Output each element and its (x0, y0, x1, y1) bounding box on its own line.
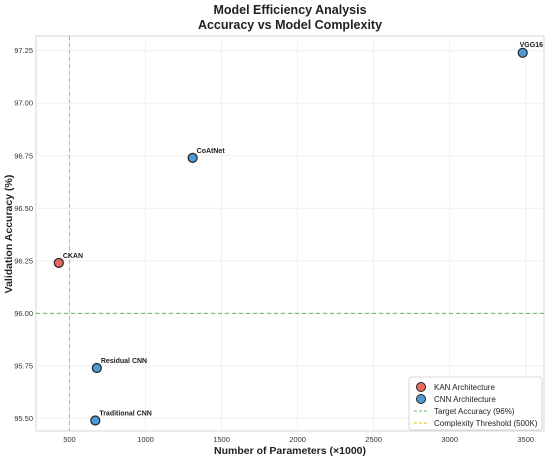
x-tick-label: 500 (63, 435, 76, 444)
data-points: CKAN VGG16 CoAtNet Residual CNN Traditional … (53, 42, 543, 426)
data-point (91, 362, 102, 374)
legend-kan-label: KAN Architecture (434, 383, 495, 392)
x-tick-label: 2000 (289, 435, 306, 444)
data-point (187, 152, 198, 163)
point-label: Residual CNN (101, 358, 147, 365)
x-tick-label: 1500 (213, 435, 230, 444)
legend-threshold-label: Complexity Threshold (500K) (434, 419, 538, 428)
chart-title: Model Efficiency Analysis (213, 3, 366, 17)
y-tick-label: 97.25 (14, 46, 33, 55)
y-tick-label: 96.25 (14, 256, 33, 265)
x-tick-label: 2500 (365, 435, 382, 444)
legend-cnn-marker (416, 394, 426, 404)
data-point (90, 415, 101, 426)
x-axis-label: Number of Parameters (×1000) (214, 445, 366, 457)
y-tick-label: 96.50 (14, 204, 33, 213)
chart-subtitle: Accuracy vs Model Complexity (198, 18, 382, 32)
legend-kan-marker (416, 382, 426, 392)
legend-target-label: Target Accuracy (96%) (434, 407, 515, 416)
point-label: VGG16 (520, 42, 543, 49)
y-tick-label: 97.00 (14, 99, 33, 108)
y-axis-ticks: 95.50 95.75 96.00 96.25 96.50 96.75 97.00 97.25 (14, 46, 33, 423)
plot-area (35, 35, 545, 432)
y-tick-label: 95.75 (14, 361, 33, 370)
y-tick-label: 96.00 (14, 309, 33, 318)
x-axis-ticks: 500 1000 1500 2000 2500 3000 3500 (63, 435, 534, 444)
legend-cnn-label: CNN Architecture (434, 395, 496, 404)
point-label: Traditional CNN (99, 410, 152, 417)
grid (36, 36, 544, 431)
x-tick-label: 1000 (137, 435, 154, 444)
reference-lines (36, 36, 544, 431)
x-tick-label: 3500 (517, 435, 534, 444)
legend: KAN Architecture CNN Architecture Target… (408, 376, 543, 431)
data-point (517, 47, 528, 58)
legend-box (408, 376, 543, 431)
y-tick-label: 96.75 (14, 151, 33, 160)
point-label: CKAN (63, 253, 83, 260)
y-tick-label: 95.50 (14, 414, 33, 423)
y-axis-label: Validation Accuracy (%) (3, 175, 15, 294)
point-label: CoAtNet (197, 148, 226, 155)
x-tick-label: 3000 (441, 435, 458, 444)
data-point (53, 257, 64, 269)
